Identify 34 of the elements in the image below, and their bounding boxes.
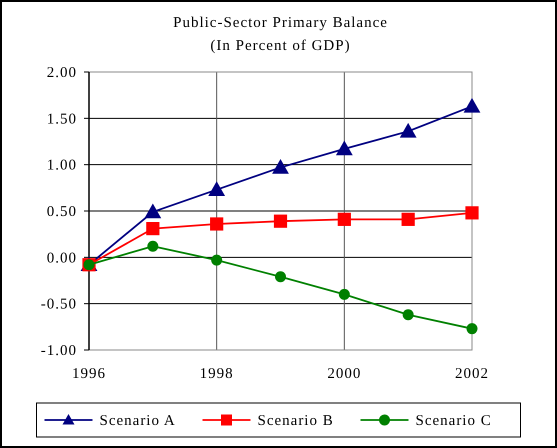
- point: [466, 323, 478, 334]
- y-tick-label: 2.00: [46, 65, 77, 81]
- point: [272, 159, 289, 174]
- point: [465, 206, 479, 220]
- point: [464, 98, 480, 113]
- point: [274, 214, 288, 228]
- point: [144, 204, 162, 218]
- legend-label: Scenario B: [258, 413, 334, 429]
- legend-label: Scenario A: [100, 413, 176, 429]
- legend-label: Scenario C: [416, 413, 492, 429]
- y-tick-label: 1.50: [46, 111, 77, 128]
- x-tick-label: 1998: [200, 366, 234, 382]
- point: [338, 212, 351, 226]
- point: [275, 271, 286, 282]
- point: [147, 240, 158, 252]
- point: [338, 288, 350, 300]
- y-tick-label: -1.00: [40, 343, 77, 359]
- point: [402, 309, 414, 320]
- point: [146, 222, 160, 236]
- y-tick-label: 0.00: [46, 250, 77, 266]
- point: [400, 122, 417, 138]
- chart-title: Public-Sector Primary Balance: [173, 15, 388, 31]
- point: [211, 254, 222, 266]
- point: [336, 140, 353, 156]
- point: [402, 212, 415, 226]
- point: [208, 181, 226, 196]
- point: [210, 217, 224, 231]
- x-tick-label: 2000: [327, 366, 362, 382]
- x-tick-label: 2002: [455, 366, 489, 382]
- y-tick-label: -0.50: [40, 296, 77, 313]
- x-tick-label: 1996: [72, 366, 106, 382]
- y-tick-label: 0.50: [46, 204, 77, 220]
- chart-subtitle: (In Percent of GDP): [210, 38, 351, 54]
- y-tick-label: 1.00: [46, 158, 77, 174]
